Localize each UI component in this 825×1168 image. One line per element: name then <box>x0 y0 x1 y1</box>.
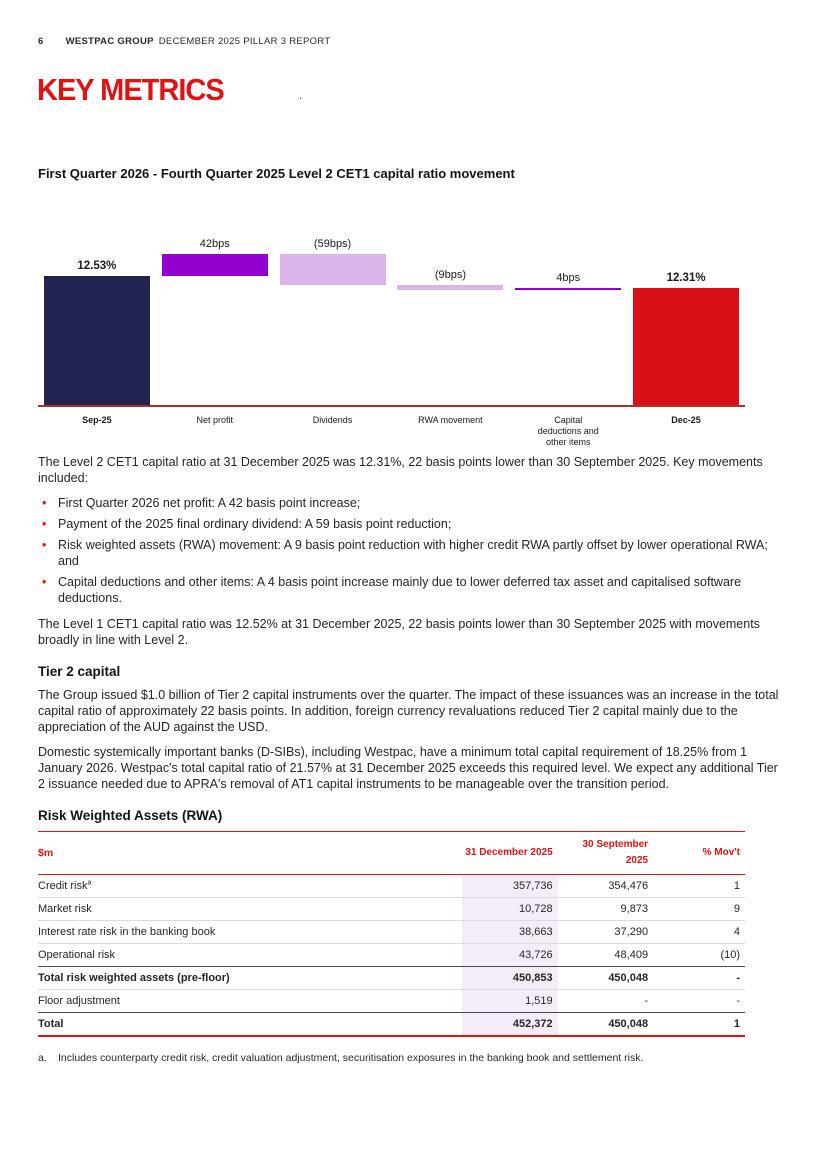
row-value: 1 <box>653 1012 745 1037</box>
table-header-dec25: 31 December 2025 <box>462 831 558 875</box>
footnote-marker: a. <box>38 1052 47 1064</box>
page-header: 6 WESTPAC GROUP DECEMBER 2025 PILLAR 3 REP… <box>38 36 330 47</box>
row-value: 37,290 <box>557 920 654 944</box>
row-label: Credit riska <box>38 874 463 898</box>
row-value: 38,663 <box>462 920 558 944</box>
bar-value-label: 42bps <box>199 237 230 250</box>
bar-value-label: (9bps) <box>434 269 466 282</box>
row-value: 450,048 <box>557 966 654 990</box>
table-row: Total risk weighted assets (pre-floor) 45… <box>38 966 745 990</box>
bar-value-label: (59bps) <box>313 237 352 250</box>
para-level1-ratio: The Level 1 CET1 capital ratio was 12.52… <box>38 617 760 647</box>
bullet-list: • First Quarter 2026 net profit: A 42 bas… <box>38 495 785 606</box>
rwa-table-body: Credit riska 357,736 354,476 1 Market risk 10… <box>38 874 745 1037</box>
waterfall-categories: Sep-25 Net profit Dividends RWA movement Cap… <box>38 407 745 448</box>
bullet-dot-icon: • <box>42 496 47 510</box>
table-row: Total 452,372 450,048 1 <box>38 1012 745 1037</box>
bullet-text: Payment of the 2025 final ordinary divid… <box>58 517 452 531</box>
row-value: (10) <box>653 943 745 967</box>
bar-value-label: 12.31% <box>666 271 706 284</box>
row-label: Market risk <box>38 897 463 921</box>
bullet-dot-icon: • <box>42 538 47 552</box>
table-row: Market risk 10,728 9,873 9 <box>38 897 745 921</box>
rwa-table: $m 31 December 2025 30 September 2025 % … <box>38 831 745 1037</box>
page-number: 6 <box>38 36 44 47</box>
bar-category-label: Dec-25 <box>671 415 701 425</box>
table-header-unit: $m <box>38 831 463 875</box>
bar-value-label: 4bps <box>556 271 581 284</box>
footnote-ref-marker: a <box>87 879 92 887</box>
table-row: Interest rate risk in the banking book 38… <box>38 920 745 944</box>
row-value: 9,873 <box>557 897 654 921</box>
bullet-item: • First Quarter 2026 net profit: A 42 bas… <box>38 495 785 511</box>
row-label: Interest rate risk in the banking book <box>38 920 463 944</box>
table-row: Floor adjustment 1,519- - <box>38 989 745 1013</box>
row-value: 450,853 <box>462 966 558 990</box>
row-value: 43,726 <box>462 943 558 967</box>
row-label: Floor adjustment <box>38 989 463 1013</box>
page-title: KEY METRICS <box>37 74 225 108</box>
rwa-heading: Risk Weighted Assets (RWA) <box>38 808 223 823</box>
row-label: Total <box>38 1012 463 1037</box>
table-header-movement: % Mov't <box>653 831 745 875</box>
row-value: 10,728 <box>462 897 558 921</box>
row-value: 452,372 <box>462 1012 558 1037</box>
waterfall-bar <box>515 287 622 291</box>
table-footnote: a. Includes counterparty credit risk, cr… <box>38 1050 745 1066</box>
waterfall-chart: 12.53% 42bps (59bps) (9bps) 4bps 12.31% Sep-2… <box>38 230 745 448</box>
bullet-item: • Payment of the 2025 final ordinary divi… <box>38 516 785 532</box>
tier2-para-dsib: Domestic systemically important banks (D… <box>38 745 778 791</box>
table-row: Credit riska 357,736 354,476 1 <box>38 874 745 898</box>
waterfall-bar <box>397 285 504 290</box>
row-label: Operational risk <box>38 943 463 967</box>
bullet-item: • Risk weighted assets (RWA) movement: A … <box>38 537 785 569</box>
table-header-sep25: 30 September 2025 <box>557 831 654 875</box>
row-value: 9 <box>653 897 745 921</box>
bar-category-label: Dividends <box>312 415 353 425</box>
row-value: - <box>653 989 745 1013</box>
row-value: 357,736 <box>462 874 558 898</box>
row-value: 1,519 <box>462 989 558 1013</box>
bar-category-label: Sep-25 <box>82 415 112 425</box>
row-value: - <box>653 966 745 990</box>
body-copy: The Level 2 CET1 capital ratio at 31 Dec… <box>38 454 785 1066</box>
bar-category-label: Capital deductions and other items <box>537 415 599 447</box>
bullet-text: Capital deductions and other items: A 4 … <box>58 575 742 605</box>
footnote-text: Includes counterparty credit risk, credi… <box>58 1052 644 1064</box>
row-value: 354,476 <box>557 874 654 898</box>
row-value: 4 <box>653 920 745 944</box>
table-header-row: $m 31 December 2025 30 September 2025 % … <box>38 831 745 875</box>
waterfall-bar <box>43 276 150 405</box>
bullet-text: First Quarter 2026 net profit: A 42 basi… <box>58 496 361 510</box>
bar-category-label: Net profit <box>196 415 233 425</box>
bullet-text: Risk weighted assets (RWA) movement: A 9… <box>58 538 768 568</box>
table-row: Operational risk 43,726 48,409 (10) <box>38 943 745 967</box>
row-value: - <box>557 989 654 1013</box>
row-label: Total risk weighted assets (pre-floor) <box>38 966 463 990</box>
bullet-item: • Capital deductions and other items: A 4… <box>38 574 785 606</box>
brand-name: WESTPAC GROUP <box>65 36 154 47</box>
waterfall-bar <box>633 287 740 405</box>
stray-period-mark: . <box>299 90 303 102</box>
waterfall-plot: 12.53% 42bps (59bps) (9bps) 4bps 12.31% <box>38 230 745 407</box>
chart-title: First Quarter 2026 - Fourth Quarter 2025… <box>38 166 515 181</box>
bar-value-label: 12.53% <box>77 260 117 273</box>
tier2-para-issuance: The Group issued $1.0 billion of Tier 2 … <box>38 688 779 734</box>
bullet-dot-icon: • <box>42 575 47 589</box>
report-name: DECEMBER 2025 PILLAR 3 REPORT <box>158 36 331 47</box>
bullet-dot-icon: • <box>42 517 47 531</box>
row-value: 1 <box>653 874 745 898</box>
para-cet1-movement: The Level 2 CET1 capital ratio at 31 Dec… <box>38 455 763 485</box>
bar-category-label: RWA movement <box>418 415 483 425</box>
waterfall-bar <box>279 253 386 286</box>
waterfall-bar <box>161 253 268 277</box>
row-value: 450,048 <box>557 1012 654 1037</box>
row-value: 48,409 <box>557 943 654 967</box>
tier2-heading: Tier 2 capital <box>38 664 121 679</box>
